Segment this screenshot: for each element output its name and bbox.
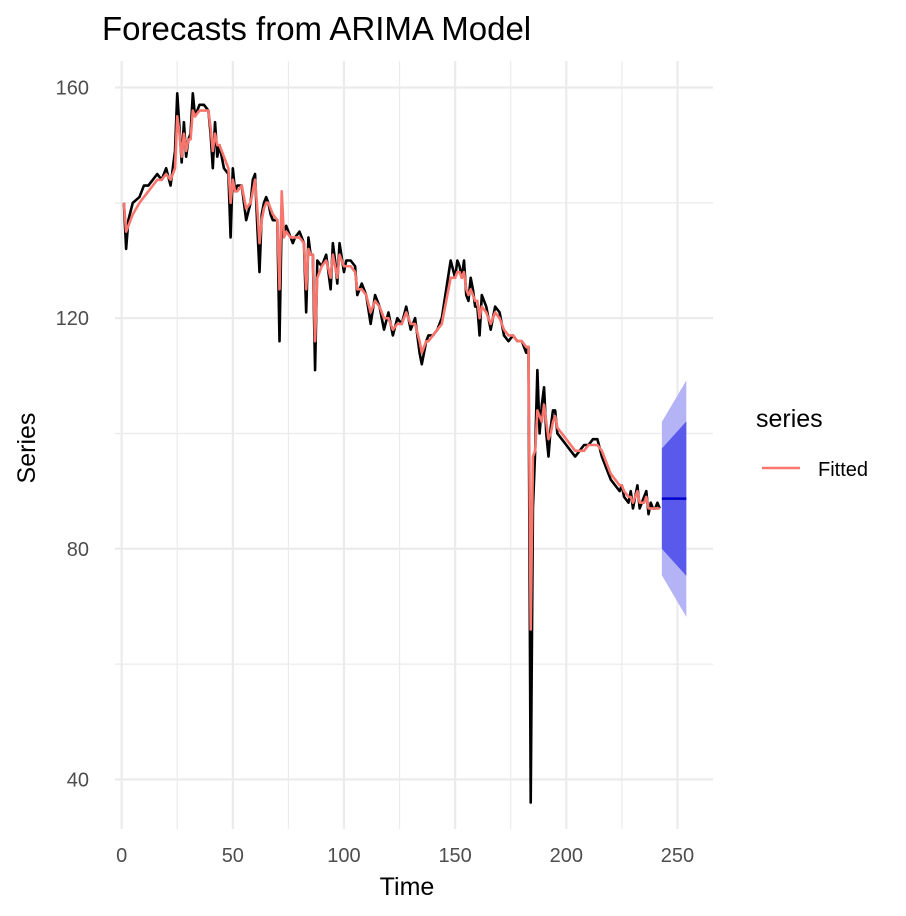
x-axis-title: Time bbox=[380, 873, 435, 901]
x-tick-label: 100 bbox=[327, 845, 360, 867]
x-tick-label: 200 bbox=[550, 845, 583, 867]
observed-series bbox=[122, 91, 661, 804]
y-axis-title: Series bbox=[13, 413, 41, 484]
y-tick-label: 80 bbox=[67, 539, 89, 561]
legend: series Fitted bbox=[756, 405, 868, 481]
y-tick-label: 120 bbox=[56, 308, 89, 330]
x-tick-label: 150 bbox=[438, 845, 471, 867]
x-tick-label: 50 bbox=[222, 845, 244, 867]
x-tick-label: 0 bbox=[116, 845, 127, 867]
minor-gridlines bbox=[115, 61, 713, 829]
legend-title: series bbox=[756, 405, 823, 433]
observed-line bbox=[122, 91, 661, 804]
fitted-series bbox=[122, 109, 660, 631]
y-tick-label: 160 bbox=[56, 78, 89, 100]
legend-label-fitted: Fitted bbox=[818, 459, 868, 481]
y-axis-ticks: 40 80 120 160 bbox=[56, 78, 89, 792]
x-axis-ticks: 0 50 100 150 200 250 bbox=[116, 845, 694, 867]
major-gridlines bbox=[115, 61, 713, 829]
fitted-line bbox=[122, 109, 660, 631]
x-tick-label: 250 bbox=[661, 845, 694, 867]
y-tick-label: 40 bbox=[67, 769, 89, 791]
chart-title: Forecasts from ARIMA Model bbox=[102, 10, 531, 47]
